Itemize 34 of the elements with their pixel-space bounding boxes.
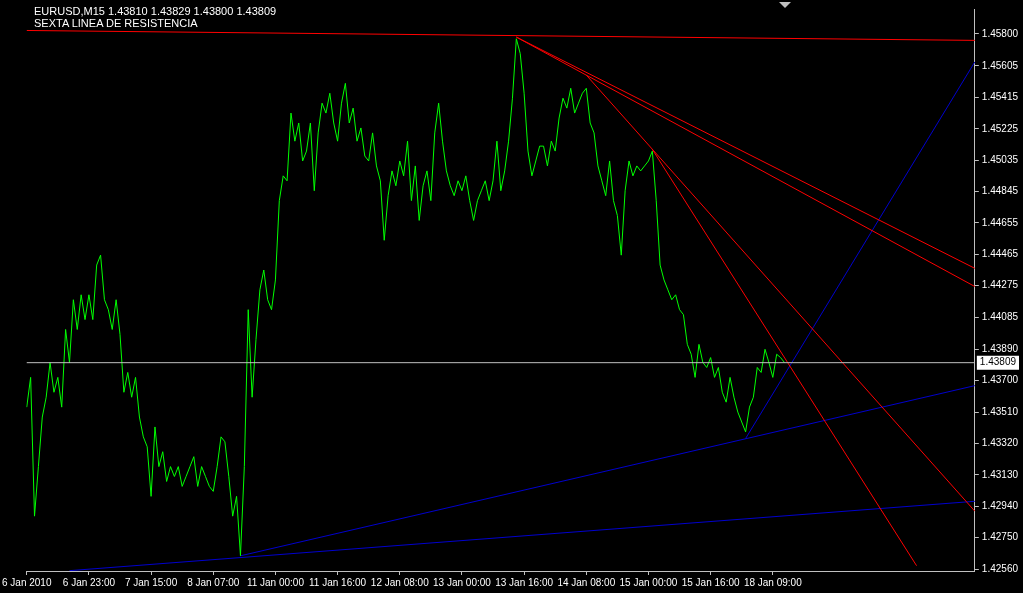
y-tick-label: 1.45225 <box>981 122 1019 134</box>
x-tick-label: 6 Jan 23:00 <box>62 576 116 588</box>
y-tick-label: 1.45035 <box>981 153 1019 165</box>
chart-title: EURUSD,M15 1.43810 1.43829 1.43800 1.43809 <box>34 5 277 17</box>
y-tick-label: 1.43510 <box>981 405 1019 417</box>
x-tick-label: 7 Jan 15:00 <box>124 576 178 588</box>
x-tick-label: 13 Jan 00:00 <box>433 576 492 588</box>
x-tick-label: 11 Jan 16:00 <box>309 576 367 588</box>
y-tick-label: 1.42560 <box>981 562 1019 574</box>
ref-line-label: 1.43809 <box>979 356 1017 368</box>
x-tick-label: 12 Jan 08:00 <box>370 576 430 588</box>
x-tick-label: 18 Jan 09:00 <box>743 576 803 588</box>
text: SEXTA LINEA DE RESISTENCIA <box>34 17 198 29</box>
y-tick-label: 1.44465 <box>981 248 1019 260</box>
y-tick-label: 1.43890 <box>981 343 1019 355</box>
y-tick-label: 1.44655 <box>981 216 1019 228</box>
y-tick-label: 1.44275 <box>981 279 1019 291</box>
x-tick-label: 8 Jan 07:00 <box>187 576 240 588</box>
y-tick-label: 1.43320 <box>981 437 1019 449</box>
x-tick-label: 14 Jan 08:00 <box>557 576 616 588</box>
y-tick-label: 1.43700 <box>981 374 1019 386</box>
x-tick-label: 6 Jan 2010 <box>1 576 52 588</box>
y-tick-label: 1.45415 <box>981 91 1019 103</box>
x-tick-label: 11 Jan 00:00 <box>246 576 305 588</box>
y-tick-label: 1.44085 <box>981 310 1019 322</box>
x-tick-label: 13 Jan 16:00 <box>495 576 554 588</box>
y-tick-label: 1.42940 <box>981 499 1019 511</box>
y-tick-label: 1.45800 <box>981 27 1019 39</box>
x-tick-label: 15 Jan 00:00 <box>619 576 678 588</box>
x-tick-label: 15 Jan 16:00 <box>681 576 740 588</box>
y-tick-label: 1.45605 <box>981 59 1019 71</box>
y-tick-label: 1.44845 <box>981 185 1019 197</box>
y-tick-label: 1.43130 <box>981 468 1019 480</box>
y-tick-label: 1.42750 <box>981 531 1019 543</box>
